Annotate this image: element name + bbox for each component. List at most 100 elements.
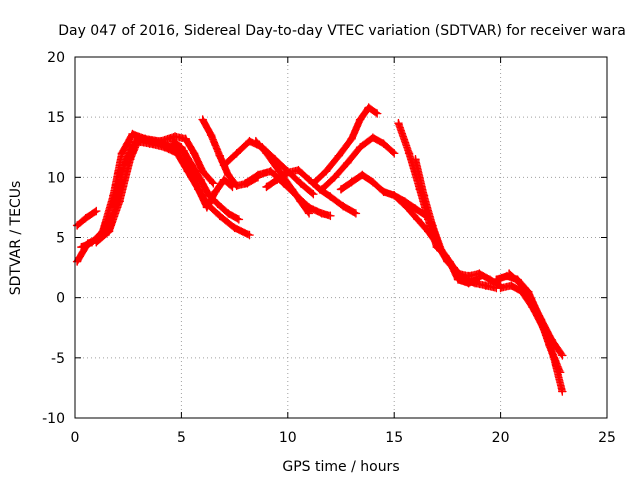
- data-point: [357, 170, 367, 180]
- data-point: [481, 281, 491, 290]
- data-point: [321, 167, 331, 176]
- data-point: [213, 199, 222, 209]
- data-point: [189, 148, 199, 158]
- data-point: [219, 161, 229, 170]
- data-point: [294, 165, 303, 175]
- data-point: [394, 118, 403, 128]
- y-tick-label: 15: [47, 110, 65, 126]
- data-point: [198, 167, 207, 176]
- series-track: [389, 191, 505, 290]
- data-point: [230, 223, 239, 233]
- data-point: [223, 209, 233, 218]
- grid: [75, 57, 607, 418]
- data-point: [515, 278, 525, 288]
- data-point: [317, 185, 327, 194]
- data-point: [215, 151, 225, 160]
- x-axis-label: GPS time / hours: [282, 459, 399, 475]
- data-point: [272, 175, 282, 185]
- data-point: [549, 353, 559, 363]
- data-point: [526, 293, 535, 302]
- series-group: [72, 103, 567, 396]
- y-tick-label: -10: [42, 411, 65, 427]
- data-point: [347, 134, 356, 144]
- data-point: [492, 275, 501, 284]
- series-markers: [390, 191, 504, 289]
- data-point: [372, 109, 382, 118]
- data-point: [504, 269, 514, 278]
- series-track: [411, 154, 484, 288]
- data-point: [464, 271, 473, 281]
- data-point: [558, 351, 567, 360]
- data-point: [536, 315, 546, 324]
- data-point: [117, 148, 127, 158]
- data-point: [206, 130, 216, 140]
- data-point: [215, 211, 225, 221]
- data-point: [266, 167, 276, 176]
- data-point: [147, 136, 156, 146]
- data-point: [423, 227, 433, 236]
- data-point: [157, 139, 167, 148]
- series-track: [251, 136, 314, 218]
- x-tick-label: 5: [177, 430, 186, 446]
- x-tick-label: 25: [598, 430, 616, 446]
- data-point: [219, 175, 229, 185]
- x-tick-label: 10: [279, 430, 297, 446]
- data-point: [338, 201, 348, 211]
- data-point: [81, 213, 90, 223]
- data-point: [253, 170, 263, 180]
- data-point: [445, 257, 454, 266]
- data-point: [558, 387, 567, 396]
- data-point: [91, 206, 101, 216]
- data-point: [309, 179, 318, 188]
- data-point: [364, 103, 373, 112]
- data-point: [336, 185, 346, 194]
- data-point: [232, 181, 242, 191]
- data-point: [274, 167, 284, 176]
- data-point: [379, 187, 388, 197]
- data-point: [185, 161, 195, 170]
- data-point: [317, 209, 327, 218]
- data-point: [283, 168, 293, 177]
- data-point: [170, 132, 180, 141]
- data-point: [475, 274, 484, 283]
- series-markers: [309, 103, 380, 188]
- data-point: [115, 197, 124, 206]
- series-track: [504, 269, 567, 360]
- x-tick-label: 15: [385, 430, 403, 446]
- data-point: [379, 139, 388, 148]
- data-point: [104, 227, 114, 236]
- data-point: [355, 142, 365, 152]
- data-point: [326, 211, 335, 221]
- series-track: [309, 103, 382, 188]
- data-point: [351, 209, 361, 218]
- data-point: [181, 134, 190, 144]
- series-track: [72, 206, 101, 230]
- data-point: [240, 179, 250, 188]
- data-point: [232, 148, 242, 158]
- series-track: [262, 165, 361, 218]
- data-point: [436, 245, 446, 254]
- x-tick-label: 0: [71, 430, 80, 446]
- data-point: [296, 179, 305, 188]
- series-markers: [73, 137, 252, 266]
- data-point: [211, 187, 220, 197]
- data-point: [304, 175, 314, 185]
- series-track: [168, 136, 237, 212]
- data-point: [368, 177, 378, 187]
- series-markers: [505, 269, 566, 358]
- data-point: [234, 215, 244, 224]
- data-point: [168, 136, 178, 146]
- y-tick-label: 10: [47, 170, 65, 186]
- data-point: [355, 115, 365, 124]
- data-point: [402, 203, 412, 212]
- data-point: [428, 221, 437, 230]
- data-point: [389, 148, 399, 158]
- data-point: [128, 129, 137, 139]
- x-tick-label: 20: [492, 430, 510, 446]
- y-tick-label: -5: [51, 351, 65, 367]
- data-point: [496, 283, 505, 293]
- data-point: [287, 185, 297, 194]
- data-point: [223, 170, 233, 180]
